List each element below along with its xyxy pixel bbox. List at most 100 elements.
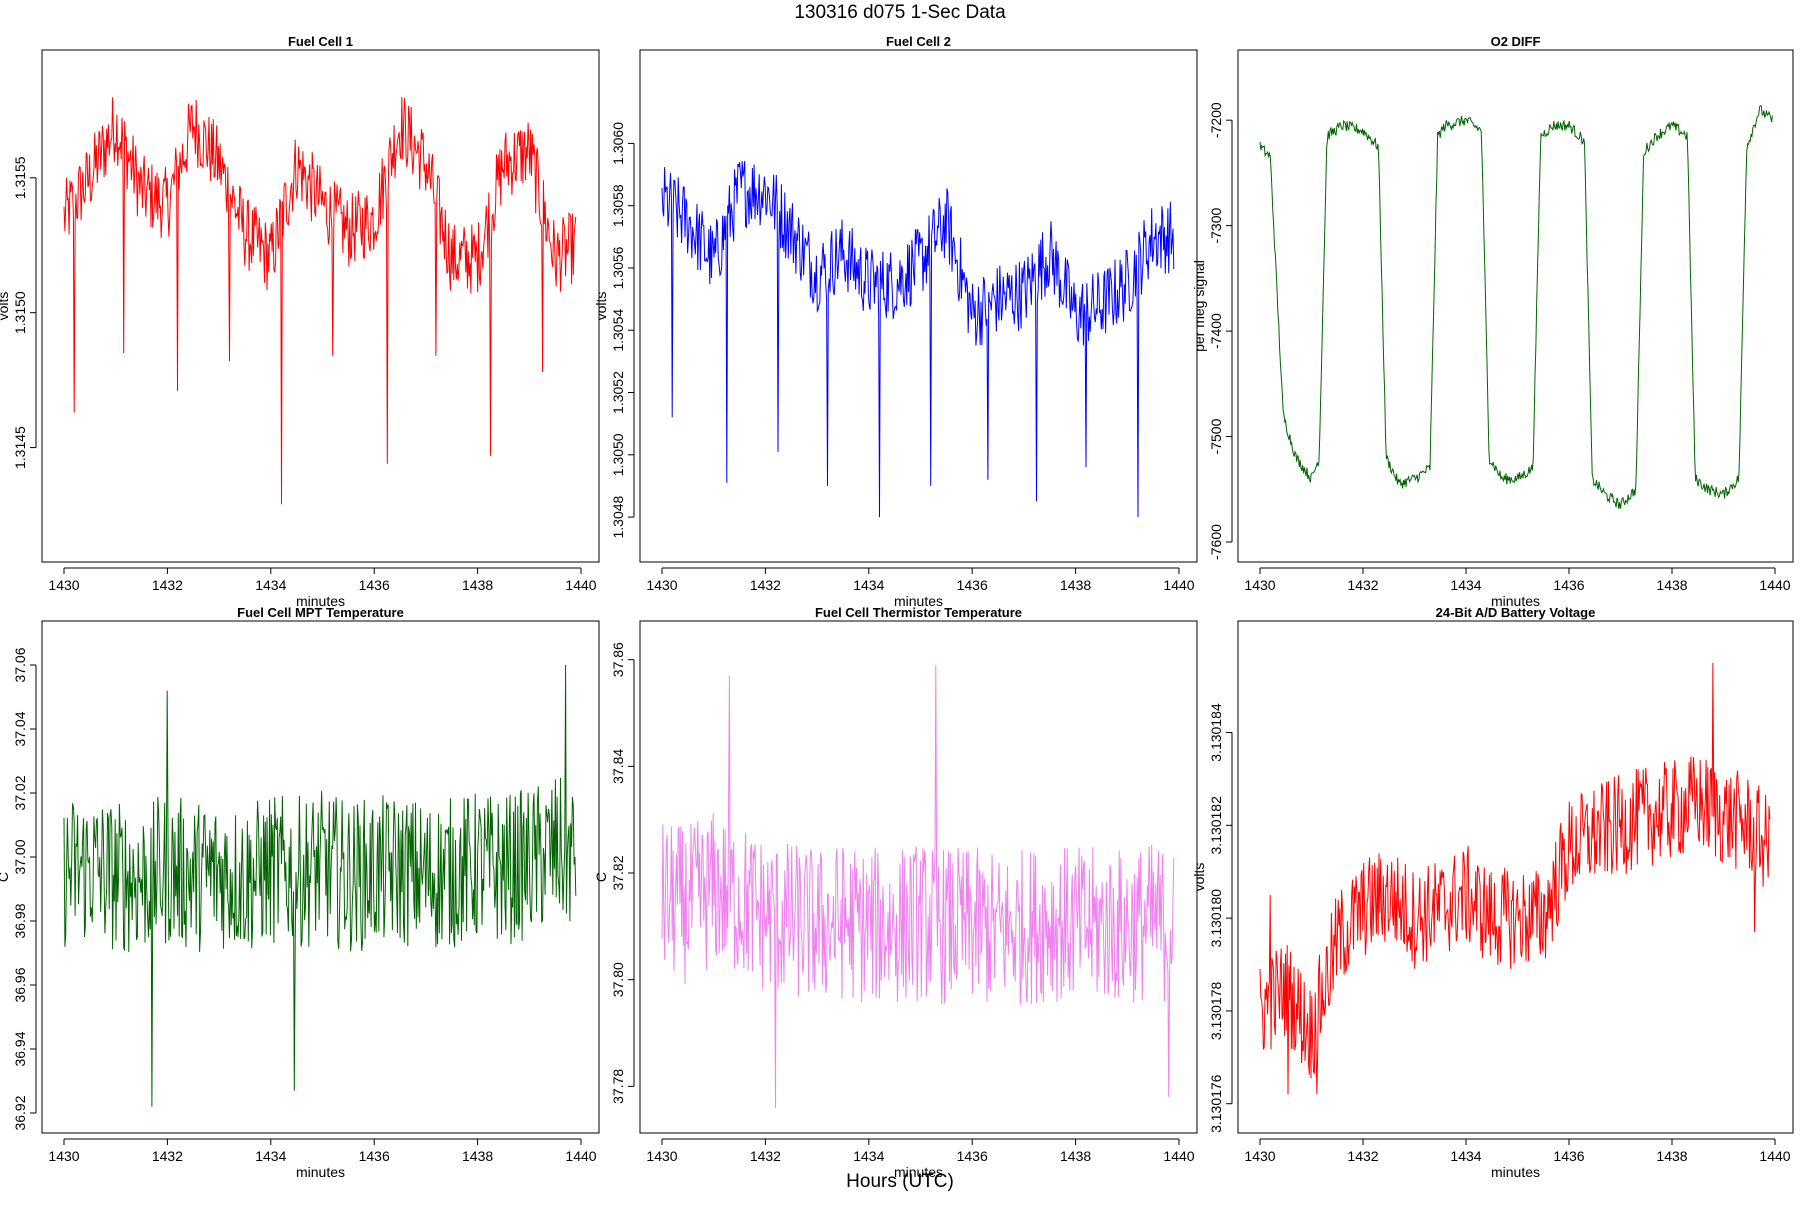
y-axis-label: C [593, 872, 609, 882]
x-tick-label: 1438 [462, 577, 493, 593]
x-tick-label: 1436 [957, 577, 988, 593]
y-tick-label: 3.130178 [1208, 982, 1224, 1041]
plot-frame [639, 620, 1198, 1134]
plot-frame [639, 49, 1198, 563]
series-line [63, 96, 577, 505]
chart-panel-4: Fuel Cell MPT Temperature 1430 1432 1434 143… [0, 605, 600, 1180]
y-tick-label: 37.80 [610, 962, 626, 997]
y-tick-label: 3.130180 [1208, 889, 1224, 948]
x-tick-label: 1434 [1450, 577, 1481, 593]
x-tick-label: 1440 [1163, 577, 1194, 593]
x-tick-label: 1432 [1347, 577, 1378, 593]
x-tick-label: 1436 [359, 577, 390, 593]
y-axis-label: C [0, 872, 11, 882]
y-tick-label: 1.3052 [610, 371, 626, 414]
series-line [1259, 662, 1771, 1095]
x-tick-label: 1434 [853, 577, 884, 593]
y-axis-label: per meg signal [1191, 260, 1207, 352]
y-tick-label: 37.02 [12, 775, 28, 810]
x-tick-label: 1438 [1060, 577, 1091, 593]
chart-title: Fuel Cell 2 [886, 34, 951, 49]
chart-panel-2: Fuel Cell 2 1430 1432 1434 1436 1438 1440 minut… [593, 34, 1198, 609]
y-tick-label: 37.06 [12, 647, 28, 682]
y-tick-label: 1.3155 [12, 156, 28, 199]
x-tick-label: 1434 [255, 577, 286, 593]
chart-panel-1: Fuel Cell 1 1430 1432 1434 1436 1438 1440 minut… [0, 34, 600, 609]
x-tick-label: 1430 [48, 1148, 79, 1164]
series-line [661, 664, 1175, 1108]
figure-title: 130316 d075 1-Sec Data [794, 2, 1006, 23]
y-tick-label: 36.92 [12, 1095, 28, 1130]
x-axis-label: minutes [894, 593, 943, 609]
x-tick-label: 1438 [1656, 1148, 1687, 1164]
chart-panel-6: 24-Bit A/D Battery Voltage 1430 1432 1434 14… [1191, 605, 1794, 1180]
x-tick-label: 1434 [255, 1148, 286, 1164]
chart-title: Fuel Cell Thermistor Temperature [815, 605, 1022, 620]
x-tick-label: 1432 [152, 1148, 183, 1164]
x-tick-label: 1434 [1450, 1148, 1481, 1164]
y-tick-label: 3.130176 [1208, 1074, 1224, 1133]
y-tick-label: -7500 [1208, 418, 1224, 454]
y-tick-label: 36.94 [12, 1031, 28, 1066]
series-line [63, 664, 577, 1107]
x-tick-label: 1440 [565, 577, 596, 593]
x-tick-label: 1432 [1347, 1148, 1378, 1164]
x-tick-label: 1430 [646, 1148, 677, 1164]
y-tick-label: 1.3150 [12, 291, 28, 334]
y-tick-label: 1.3058 [610, 184, 626, 227]
y-tick-label: 37.82 [610, 855, 626, 890]
x-axis-label: minutes [296, 593, 345, 609]
x-tick-label: 1436 [1553, 1148, 1584, 1164]
chart-title: Fuel Cell 1 [288, 34, 353, 49]
y-tick-label: 36.96 [12, 967, 28, 1002]
y-tick-label: 1.3060 [610, 122, 626, 165]
x-tick-label: 1430 [48, 577, 79, 593]
y-tick-label: 37.78 [610, 1069, 626, 1104]
x-axis-label: minutes [1491, 1164, 1540, 1180]
x-tick-label: 1438 [1656, 577, 1687, 593]
y-tick-label: 37.00 [12, 839, 28, 874]
plot-frame [41, 49, 600, 563]
x-axis-label: minutes [894, 1164, 943, 1180]
y-tick-label: 36.98 [12, 903, 28, 938]
chart-title: Fuel Cell MPT Temperature [237, 605, 404, 620]
x-tick-label: 1432 [750, 577, 781, 593]
series-line [1259, 104, 1773, 509]
y-tick-label: 1.3048 [610, 495, 626, 538]
y-tick-label: 37.84 [610, 749, 626, 784]
plot-frame [41, 620, 600, 1134]
plot-frame [1237, 49, 1794, 563]
y-tick-label: 1.3145 [12, 426, 28, 469]
y-axis-label: volts [593, 292, 609, 321]
x-tick-label: 1438 [1060, 1148, 1091, 1164]
y-tick-label: 1.3056 [610, 246, 626, 289]
y-tick-label: -7300 [1208, 208, 1224, 244]
y-tick-label: -7200 [1208, 102, 1224, 138]
x-tick-label: 1432 [152, 577, 183, 593]
x-tick-label: 1440 [1759, 1148, 1790, 1164]
y-tick-label: -7600 [1208, 524, 1224, 560]
chart-panel-5: Fuel Cell Thermistor Temperature 1430 1432… [593, 605, 1198, 1180]
y-tick-label: 37.04 [12, 711, 28, 746]
plot-frame [1237, 620, 1794, 1134]
y-tick-label: 3.130184 [1208, 703, 1224, 762]
chart-title: O2 DIFF [1491, 34, 1541, 49]
x-tick-label: 1434 [853, 1148, 884, 1164]
y-tick-label: 1.3054 [610, 309, 626, 352]
x-tick-label: 1440 [565, 1148, 596, 1164]
x-tick-label: 1436 [957, 1148, 988, 1164]
chart-panel-3: O2 DIFF 1430 1432 1434 1436 1438 1440 minutes -7… [1191, 34, 1794, 609]
y-tick-label: 1.3050 [610, 433, 626, 476]
x-tick-label: 1436 [359, 1148, 390, 1164]
x-axis-label: minutes [1491, 593, 1540, 609]
y-axis-label: volts [0, 292, 11, 321]
y-tick-label: -7400 [1208, 313, 1224, 349]
figure-xlabel: Hours (UTC) [846, 1171, 954, 1192]
series-line [661, 160, 1175, 518]
x-tick-label: 1430 [646, 577, 677, 593]
x-axis-label: minutes [296, 1164, 345, 1180]
x-tick-label: 1440 [1163, 1148, 1194, 1164]
x-tick-label: 1432 [750, 1148, 781, 1164]
